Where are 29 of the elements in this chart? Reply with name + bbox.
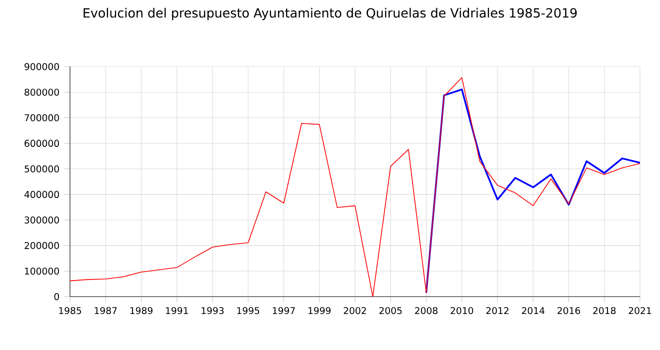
y-tick-label: 100000 bbox=[24, 268, 59, 275]
y-tick-label: 0 bbox=[54, 293, 59, 300]
x-tick-label: 2016 bbox=[558, 307, 580, 314]
x-tick-label: 1989 bbox=[130, 307, 152, 314]
line-series bbox=[425, 88, 640, 294]
x-tick-label: 1985 bbox=[59, 307, 82, 314]
y-tick-label: 200000 bbox=[24, 242, 59, 250]
y-tick-label: 400000 bbox=[24, 190, 59, 198]
y-tick-label: 600000 bbox=[24, 140, 59, 147]
x-tick-label: 2014 bbox=[522, 307, 544, 314]
y-tick-label: 700000 bbox=[24, 114, 59, 122]
x-tick-label: 2008 bbox=[415, 307, 438, 314]
x-tick-label: 1993 bbox=[202, 307, 224, 314]
chart-title: Evolucion del presupuesto Ayuntamiento de Quiruelas de Vidriales 1985-2019 bbox=[84, 8, 577, 20]
x-tick-label: 2021 bbox=[628, 307, 652, 314]
y-tick-label: 900000 bbox=[24, 63, 59, 70]
x-tick-label: 2002 bbox=[344, 307, 366, 314]
y-tick-label: 300000 bbox=[24, 216, 59, 224]
x-tick-label: 2012 bbox=[486, 307, 508, 314]
x-tick-label: 2010 bbox=[450, 307, 474, 314]
x-tick-label: 1995 bbox=[237, 307, 260, 314]
x-tick-label: 2018 bbox=[593, 307, 616, 314]
x-tick-label: 1991 bbox=[166, 307, 188, 314]
x-tick-label: 1999 bbox=[308, 307, 331, 314]
y-tick-label: 500000 bbox=[24, 165, 59, 172]
x-tick-label: 1997 bbox=[272, 307, 295, 314]
x-tick-label: 1987 bbox=[94, 307, 117, 314]
y-tick-label: 800000 bbox=[24, 88, 59, 96]
x-tick-label: 2005 bbox=[379, 307, 402, 314]
